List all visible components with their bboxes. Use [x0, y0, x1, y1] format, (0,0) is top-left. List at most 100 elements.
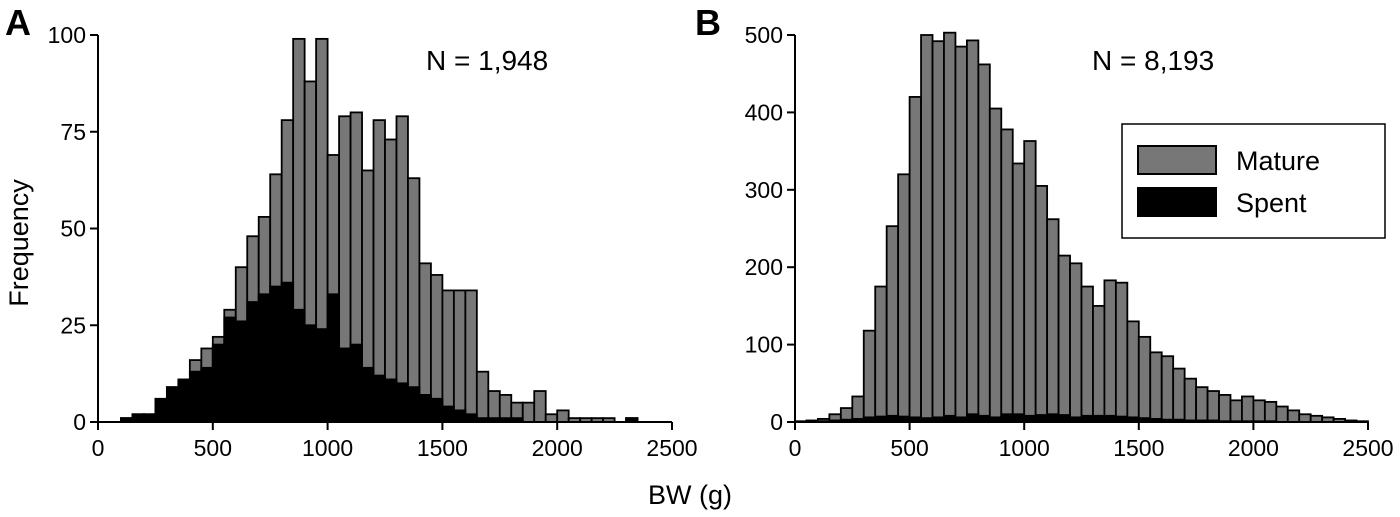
- panel-b-bar-mature: [908, 96, 922, 423]
- panel-a-bar-spent: [154, 397, 168, 423]
- panel-a-bar-mature: [464, 289, 478, 423]
- panel-a-bar-spent: [269, 285, 283, 423]
- panel-b-y-tick-label: 500: [745, 22, 783, 48]
- panel-b-bar-mature: [920, 34, 934, 423]
- panel-b-y-tick-label: 0: [770, 409, 783, 435]
- panel-a-bar-spent: [131, 413, 145, 423]
- panel-a-bar-mature: [521, 401, 536, 423]
- panel-a-y-tick-label: 25: [60, 312, 86, 338]
- panel-a-bar-spent: [292, 308, 306, 423]
- panel-b-bar-mature: [1298, 413, 1312, 423]
- panel-a-bar-mature: [544, 413, 559, 423]
- panel-a-bar-spent: [303, 324, 318, 423]
- panel-b-bar-mature: [1080, 285, 1094, 423]
- panel-a-y-tick-label: 100: [48, 22, 86, 48]
- panel-b-bar-mature: [1069, 262, 1083, 423]
- panel-a-bar-spent: [177, 378, 191, 423]
- panel-a-bar-spent: [223, 316, 237, 423]
- panel-b-bar-mature: [1241, 395, 1255, 423]
- panel-a-bar-mature: [452, 289, 467, 423]
- panel-a-sample-size: N = 1,948: [426, 45, 548, 76]
- legend: Mature Spent: [1121, 123, 1386, 239]
- panel-b-bar-mature: [1275, 405, 1289, 423]
- panel-b-bar-spent: [1057, 414, 1071, 423]
- panel-b-y-tick-label: 100: [745, 332, 783, 358]
- panel-b-bar-mature: [1034, 185, 1049, 423]
- panel-a-bar-spent: [430, 397, 444, 423]
- panel-b-bar-mature: [874, 285, 888, 423]
- panel-b-bar-mature: [1286, 409, 1301, 423]
- panel-b-bar-mature: [943, 31, 957, 423]
- panel-b-bar-mature: [1126, 320, 1140, 423]
- panel-a-bar-spent: [372, 374, 386, 423]
- panel-b-bar-mature: [1149, 351, 1163, 423]
- panel-a-histogram: 0 500 1000 1500 2000 2500 0 25 50 75 100 A N = 1,9…: [4, 2, 698, 461]
- panel-a-bar-spent: [280, 281, 295, 423]
- panel-a-bar-spent: [441, 405, 455, 423]
- panel-b-bar-spent: [1034, 414, 1049, 423]
- panel-b-bar-mature: [954, 45, 968, 423]
- panel-b-bar-mature: [977, 63, 991, 423]
- panel-a-bar-spent: [384, 378, 398, 423]
- legend-frame: [1121, 123, 1386, 239]
- panel-a-bar-spent: [315, 328, 329, 423]
- panel-a-x-tick-label: 1000: [302, 435, 353, 461]
- panel-b-bar-mature: [1103, 279, 1117, 423]
- panel-b-bar-spent: [1000, 413, 1014, 423]
- panel-b-bar-mature: [1218, 394, 1232, 423]
- panel-b-bar-mature: [1183, 377, 1198, 423]
- panel-b-x-tick-label: 0: [789, 435, 802, 461]
- panel-b-bar-mature: [1263, 400, 1278, 423]
- panel-a-y-tick-label: 75: [60, 119, 86, 145]
- panel-a-bar-spent: [407, 386, 421, 423]
- panel-a-x-tick-label: 0: [92, 435, 105, 461]
- panel-a-bar-spent: [143, 413, 157, 423]
- panel-b-y-tick-label: 200: [745, 254, 783, 280]
- panel-b-bar-mature: [1046, 218, 1060, 423]
- panel-a-bar-spent: [418, 394, 432, 423]
- panel-a-bar-spent: [234, 320, 249, 423]
- panel-b-x-tick-label: 500: [890, 435, 928, 461]
- panel-a-bar-spent: [165, 386, 180, 423]
- panel-b-bar-mature: [1137, 335, 1152, 423]
- panel-a-y-tick-label: 50: [60, 216, 86, 242]
- panel-b-bar-mature: [1160, 355, 1175, 423]
- panel-b-bar-mature: [1023, 140, 1037, 423]
- panel-b-bar-mature: [1011, 162, 1026, 423]
- panel-b-bar-mature: [897, 173, 911, 423]
- panel-b-sample-size: N = 8,193: [1092, 45, 1214, 76]
- panel-b-y-tick-label: 400: [745, 99, 783, 125]
- legend-swatch-mature: [1137, 145, 1217, 175]
- panel-a-bar-mature: [475, 370, 490, 423]
- panel-a-x-tick-label: 2500: [646, 435, 697, 461]
- panel-b-bar-mature: [1195, 386, 1209, 423]
- panel-a-bar-spent: [349, 343, 363, 423]
- panel-a-bar-mature: [441, 289, 455, 423]
- panel-a-bar-spent: [452, 409, 467, 423]
- panel-a-bar-mature: [556, 409, 570, 423]
- panel-b-bar-mature: [1114, 281, 1129, 423]
- panel-a-bar-spent: [257, 293, 272, 423]
- panel-a-bar-spent: [464, 413, 478, 423]
- panel-b-bar-mature: [931, 40, 945, 423]
- panel-a-x-tick-label: 1500: [417, 435, 468, 461]
- legend-label-mature: Mature: [1236, 146, 1320, 176]
- panel-a-bar-spent: [326, 293, 340, 423]
- panel-a-bar-mature: [395, 115, 409, 423]
- legend-swatch-spent: [1137, 187, 1217, 217]
- panel-b-y-tick-label: 300: [745, 177, 783, 203]
- panel-a-axes: 0 500 1000 1500 2000 2500 0 25 50 75 100: [48, 22, 698, 461]
- panel-a-bar-spent: [211, 343, 226, 423]
- panel-a-bar-spent: [246, 301, 260, 423]
- panel-a-bar-mature: [533, 390, 547, 423]
- panel-b-axes: 0 500 1000 1500 2000 2500 0 100 200 300 400 500: [745, 22, 1394, 461]
- panel-b-bar-mature: [1000, 128, 1014, 423]
- panel-b-bar-mature: [966, 39, 980, 423]
- panel-b-bar-mature: [1252, 399, 1266, 423]
- panel-a-x-tick-label: 2000: [532, 435, 583, 461]
- panel-b-bar-spent: [1011, 413, 1026, 423]
- panel-b-bar-mature: [1172, 367, 1186, 423]
- panel-b-bar-mature: [1092, 304, 1106, 423]
- panel-a-y-axis-title: Frequency: [4, 179, 34, 307]
